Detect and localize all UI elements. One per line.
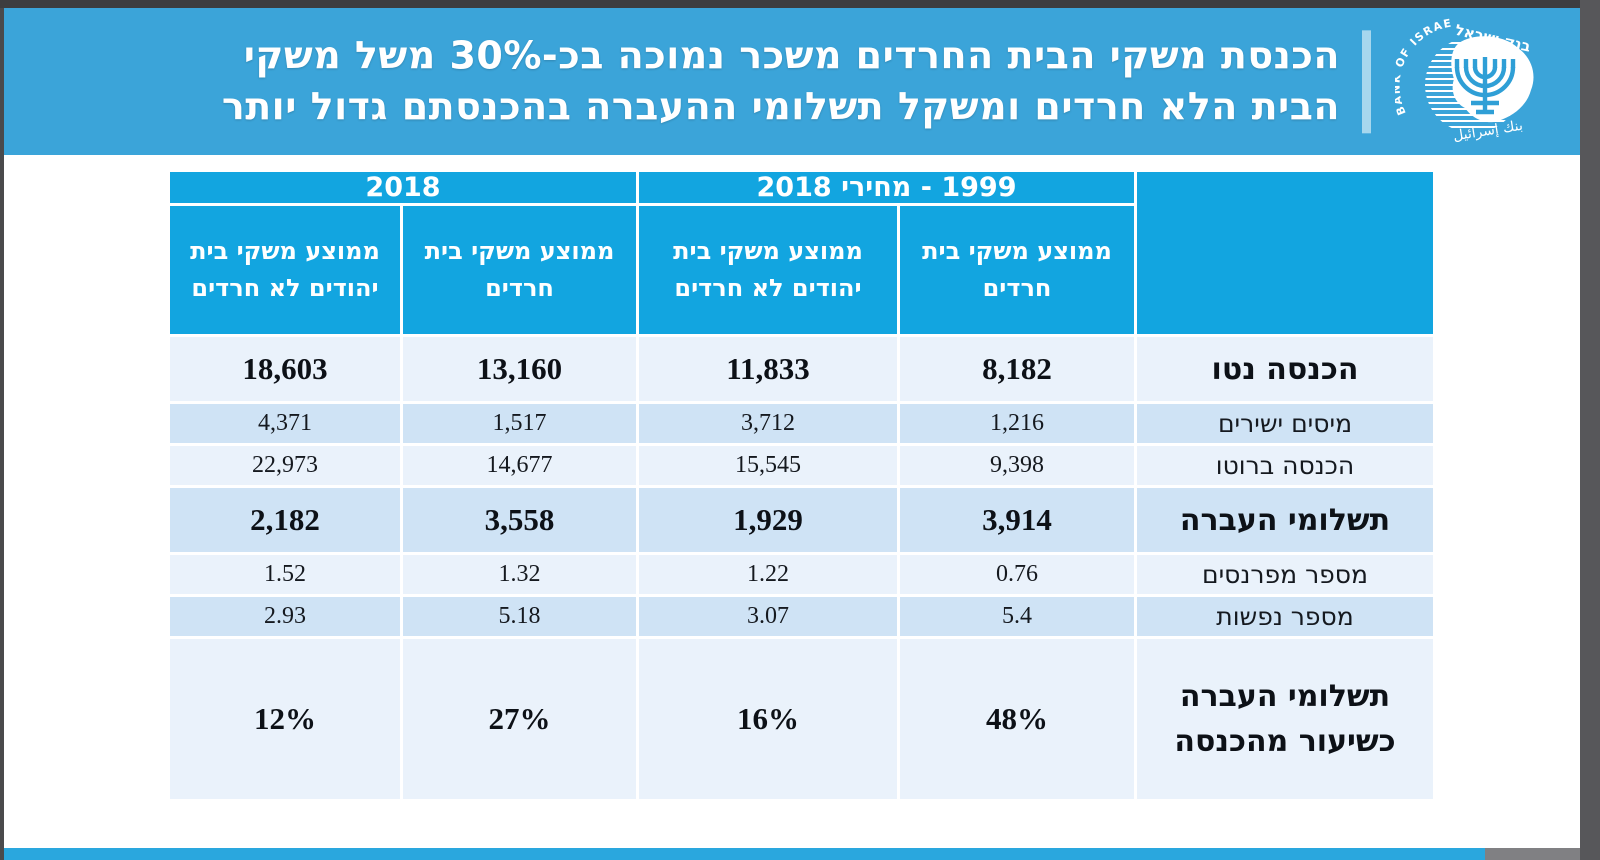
value-cell: 11,833 [639, 337, 897, 401]
value-cell: 1,216 [900, 404, 1134, 443]
table-row: מיסים ישירים 1,216 3,712 1,517 4,371 [170, 404, 1433, 443]
value-cell: 5.18 [403, 597, 636, 636]
value-cell: 4,371 [170, 404, 400, 443]
value-cell: 3,558 [403, 488, 636, 552]
window-top-bar [0, 0, 1600, 8]
row-label: תשלומי העברה כשיעור מהכנסה [1137, 639, 1433, 799]
bottom-accent-bar [4, 848, 1485, 860]
value-cell: 16% [639, 639, 897, 799]
value-cell: 3,914 [900, 488, 1134, 552]
value-cell: 8,182 [900, 337, 1134, 401]
value-cell: 22,973 [170, 446, 400, 485]
value-cell: 3,712 [639, 404, 897, 443]
value-cell: 1.32 [403, 555, 636, 594]
logo-map-blob [1451, 36, 1534, 123]
value-cell: 12% [170, 639, 400, 799]
row-label: הכנסה נטו [1137, 337, 1433, 401]
logo-menorah-icon [1454, 57, 1516, 115]
column-header-haredi-2018: ממוצע משקי בית חרדים [403, 206, 636, 334]
slide-left-border [0, 8, 4, 860]
table-row: הכנסה נטו 8,182 11,833 13,160 18,603 [170, 337, 1433, 401]
table-row: מספר נפשות 5.4 3.07 5.18 2.93 [170, 597, 1433, 636]
value-cell: 2,182 [170, 488, 400, 552]
value-cell: 0.76 [900, 555, 1134, 594]
value-cell: 1.22 [639, 555, 897, 594]
income-table: 1999 - מחירי 2018 2018 ממוצע משקי בית חר… [167, 169, 1436, 802]
column-header-nonharedi-2018: ממוצע משקי בית יהודים לא חרדים [170, 206, 400, 334]
bank-of-israel-logo: בנק ישראל BANK OF ISRAEL بنك إسرائيل [1395, 15, 1534, 144]
title-line-1: הכנסת משקי הבית החרדים משכר נמוכה בכ-30%… [243, 32, 1340, 77]
slide-title: הכנסת משקי הבית החרדים משכר נמוכה בכ-30%… [64, 29, 1371, 134]
row-label: מספר מפרנסים [1137, 555, 1433, 594]
row-label: הכנסה ברוטו [1137, 446, 1433, 485]
value-cell: 14,677 [403, 446, 636, 485]
table-corner-cell [1137, 172, 1433, 334]
table-row: הכנסה ברוטו 9,398 15,545 14,677 22,973 [170, 446, 1433, 485]
value-cell: 2.93 [170, 597, 400, 636]
value-cell: 27% [403, 639, 636, 799]
row-label: תשלומי העברה [1137, 488, 1433, 552]
value-cell: 1,517 [403, 404, 636, 443]
value-cell: 13,160 [403, 337, 636, 401]
value-cell: 48% [900, 639, 1134, 799]
title-line-2: הבית הלא חרדים ומשקל תשלומי ההעברה בהכנס… [221, 84, 1340, 129]
value-cell: 9,398 [900, 446, 1134, 485]
scrollbar-track[interactable] [1580, 0, 1600, 860]
table-row: מספר מפרנסים 0.76 1.22 1.32 1.52 [170, 555, 1433, 594]
value-cell: 5.4 [900, 597, 1134, 636]
column-header-haredi-1999: ממוצע משקי בית חרדים [900, 206, 1134, 334]
value-cell: 1,929 [639, 488, 897, 552]
value-cell: 15,545 [639, 446, 897, 485]
value-cell: 3.07 [639, 597, 897, 636]
table-row: תשלומי העברה 3,914 1,929 3,558 2,182 [170, 488, 1433, 552]
col-group-2018: 2018 [170, 172, 636, 203]
column-header-nonharedi-1999: ממוצע משקי בית יהודים לא חרדים [639, 206, 897, 334]
table-row: תשלומי העברה כשיעור מהכנסה 48% 16% 27% 1… [170, 639, 1433, 799]
value-cell: 18,603 [170, 337, 400, 401]
title-band: הכנסת משקי הבית החרדים משכר נמוכה בכ-30%… [4, 8, 1580, 155]
row-label: מיסים ישירים [1137, 404, 1433, 443]
row-label: מספר נפשות [1137, 597, 1433, 636]
value-cell: 1.52 [170, 555, 400, 594]
bottom-gray-patch [1485, 848, 1580, 860]
col-group-1999: 1999 - מחירי 2018 [639, 172, 1134, 203]
